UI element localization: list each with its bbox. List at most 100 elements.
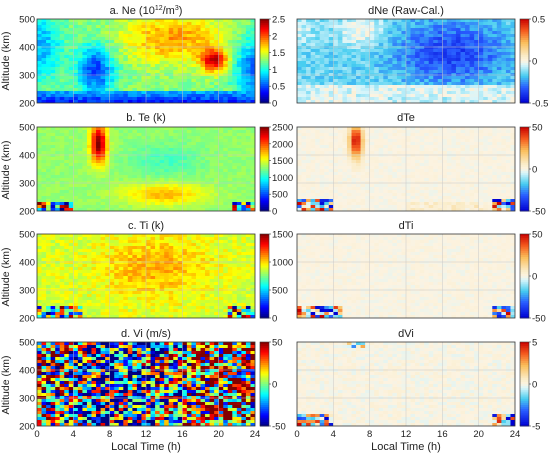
heatmap-cell	[324, 166, 330, 170]
heatmap-cell	[465, 145, 471, 149]
heatmap-cell	[227, 145, 233, 149]
heatmap-cell	[141, 85, 147, 89]
heatmap-cell	[478, 34, 484, 38]
heatmap-cell	[173, 190, 179, 194]
heatmap-cell	[446, 145, 453, 149]
heatmap-cell	[182, 88, 188, 92]
heatmap-cell	[100, 52, 106, 56]
heatmap-cell	[428, 82, 434, 86]
heatmap-cell	[146, 91, 152, 95]
heatmap-cell	[218, 22, 224, 26]
heatmap-cell	[123, 196, 129, 200]
heatmap-cell	[301, 163, 307, 167]
heatmap-cell	[41, 46, 47, 50]
heatmap-cell	[59, 37, 65, 41]
heatmap-cell	[483, 148, 489, 152]
heatmap-cell	[346, 139, 353, 143]
heatmap-cell	[55, 175, 61, 179]
heatmap-cell	[227, 208, 233, 211]
heatmap-cell	[164, 37, 170, 41]
heatmap-cell	[127, 175, 133, 179]
heatmap-cell	[127, 193, 133, 197]
heatmap-cell	[342, 148, 348, 152]
heatmap-cell	[132, 163, 138, 167]
heatmap-cell	[442, 130, 448, 134]
heatmap-cell	[396, 166, 403, 170]
heatmap-cell	[200, 202, 206, 206]
heatmap-cell	[41, 64, 47, 68]
heatmap-cell	[96, 142, 102, 146]
heatmap-cell	[37, 139, 43, 143]
heatmap-cell	[365, 133, 371, 137]
heatmap-cell	[77, 97, 84, 101]
heatmap-cell	[191, 175, 197, 179]
heatmap-cell	[424, 46, 430, 50]
heatmap-cell	[365, 58, 371, 62]
heatmap-cell	[342, 52, 348, 56]
heatmap-cell	[46, 133, 52, 137]
heatmap-cell	[465, 130, 471, 134]
heatmap-cell	[496, 67, 502, 71]
heatmap-cell	[478, 100, 484, 103]
heatmap-cell	[86, 178, 93, 182]
heatmap-cell	[227, 46, 233, 50]
heatmap-cell	[406, 31, 412, 35]
heatmap-cell	[155, 145, 161, 149]
heatmap-cell	[37, 205, 43, 209]
heatmap-cell	[177, 37, 183, 41]
heatmap-cell	[86, 187, 93, 191]
heatmap-cell	[356, 133, 362, 137]
heatmap-cell	[46, 205, 52, 209]
heatmap-cell	[109, 19, 115, 23]
heatmap-cell	[319, 151, 325, 155]
heatmap-cell	[360, 133, 366, 137]
heatmap-cell	[419, 37, 425, 41]
heatmap-cell	[64, 61, 70, 65]
heatmap-cell	[301, 67, 307, 71]
heatmap-cell	[505, 91, 512, 95]
heatmap-cell	[346, 172, 353, 176]
heatmap-cell	[324, 163, 330, 167]
heatmap-cell	[487, 145, 493, 149]
heatmap-cell	[209, 61, 215, 65]
heatmap-cell	[492, 151, 498, 155]
heatmap-cell	[306, 169, 312, 173]
heatmap-cell	[64, 49, 70, 53]
heatmap-cell	[77, 70, 84, 74]
heatmap-cell	[437, 67, 443, 71]
heatmap-cell	[492, 70, 498, 74]
heatmap-cell	[205, 127, 211, 131]
heatmap-cell	[195, 145, 202, 149]
heatmap-cell	[510, 91, 515, 95]
heatmap-cell	[460, 31, 466, 35]
heatmap-cell	[378, 34, 384, 38]
heatmap-cell	[469, 67, 475, 71]
heatmap-cell	[446, 157, 453, 161]
heatmap-cell	[96, 76, 102, 80]
heatmap-cell	[501, 37, 507, 41]
heatmap-cell	[378, 100, 384, 103]
heatmap-cell	[168, 136, 174, 140]
heatmap-cell	[146, 82, 152, 86]
heatmap-cell	[392, 100, 398, 103]
heatmap-cell	[410, 97, 416, 101]
heatmap-cell	[64, 64, 70, 68]
heatmap-cell	[195, 199, 202, 203]
heatmap-cell	[77, 166, 84, 170]
colorbar-segment	[260, 56, 269, 60]
heatmap-cell	[337, 34, 344, 38]
heatmap-cell	[109, 157, 115, 161]
heatmap-cell	[392, 31, 398, 35]
heatmap-cell	[483, 37, 489, 41]
heatmap-cell	[205, 70, 211, 74]
heatmap-cell	[378, 70, 384, 74]
heatmap-cell	[195, 76, 202, 80]
heatmap-cell	[77, 37, 84, 41]
heatmap-cell	[433, 88, 439, 92]
heatmap-cell	[46, 85, 52, 89]
heatmap-cell	[100, 64, 106, 68]
heatmap-cell	[415, 100, 421, 103]
heatmap-cell	[374, 49, 380, 53]
heatmap-cell	[50, 46, 56, 50]
heatmap-cell	[250, 163, 255, 167]
